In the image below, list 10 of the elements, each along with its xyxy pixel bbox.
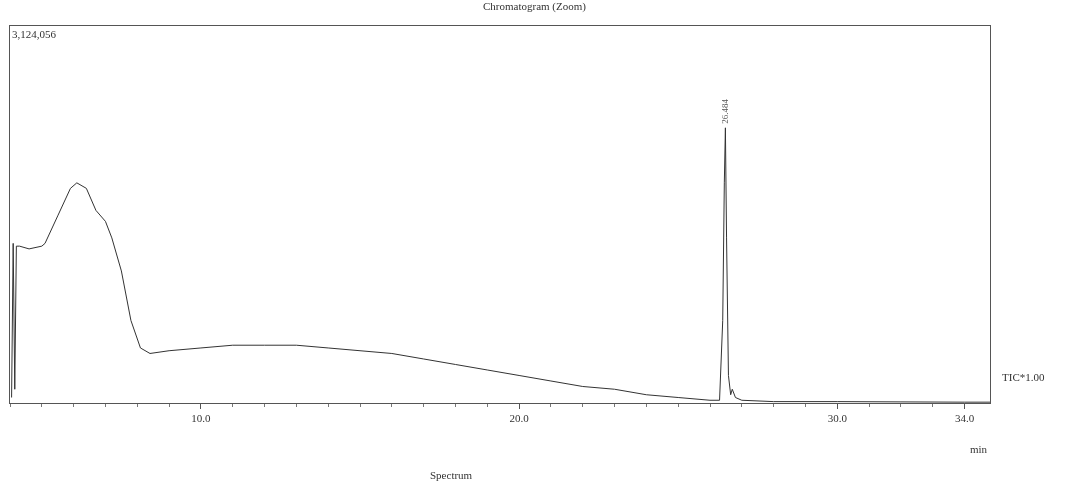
text: Spectrum (430, 469, 473, 481)
x-tick-label: 34.0 (954, 412, 975, 425)
x-tick-label: 20.0 (509, 412, 530, 425)
annotation: 26.484 (720, 98, 731, 124)
x-tick-label: 10.0 (191, 412, 212, 425)
x-axis-title: min (970, 443, 988, 455)
text: 3,124,056 (12, 28, 57, 40)
text: TIC*1.00 (1002, 371, 1045, 383)
chart-title: Chromatogram (Zoom) (483, 0, 587, 14)
x-tick-label: 30.0 (827, 412, 848, 425)
